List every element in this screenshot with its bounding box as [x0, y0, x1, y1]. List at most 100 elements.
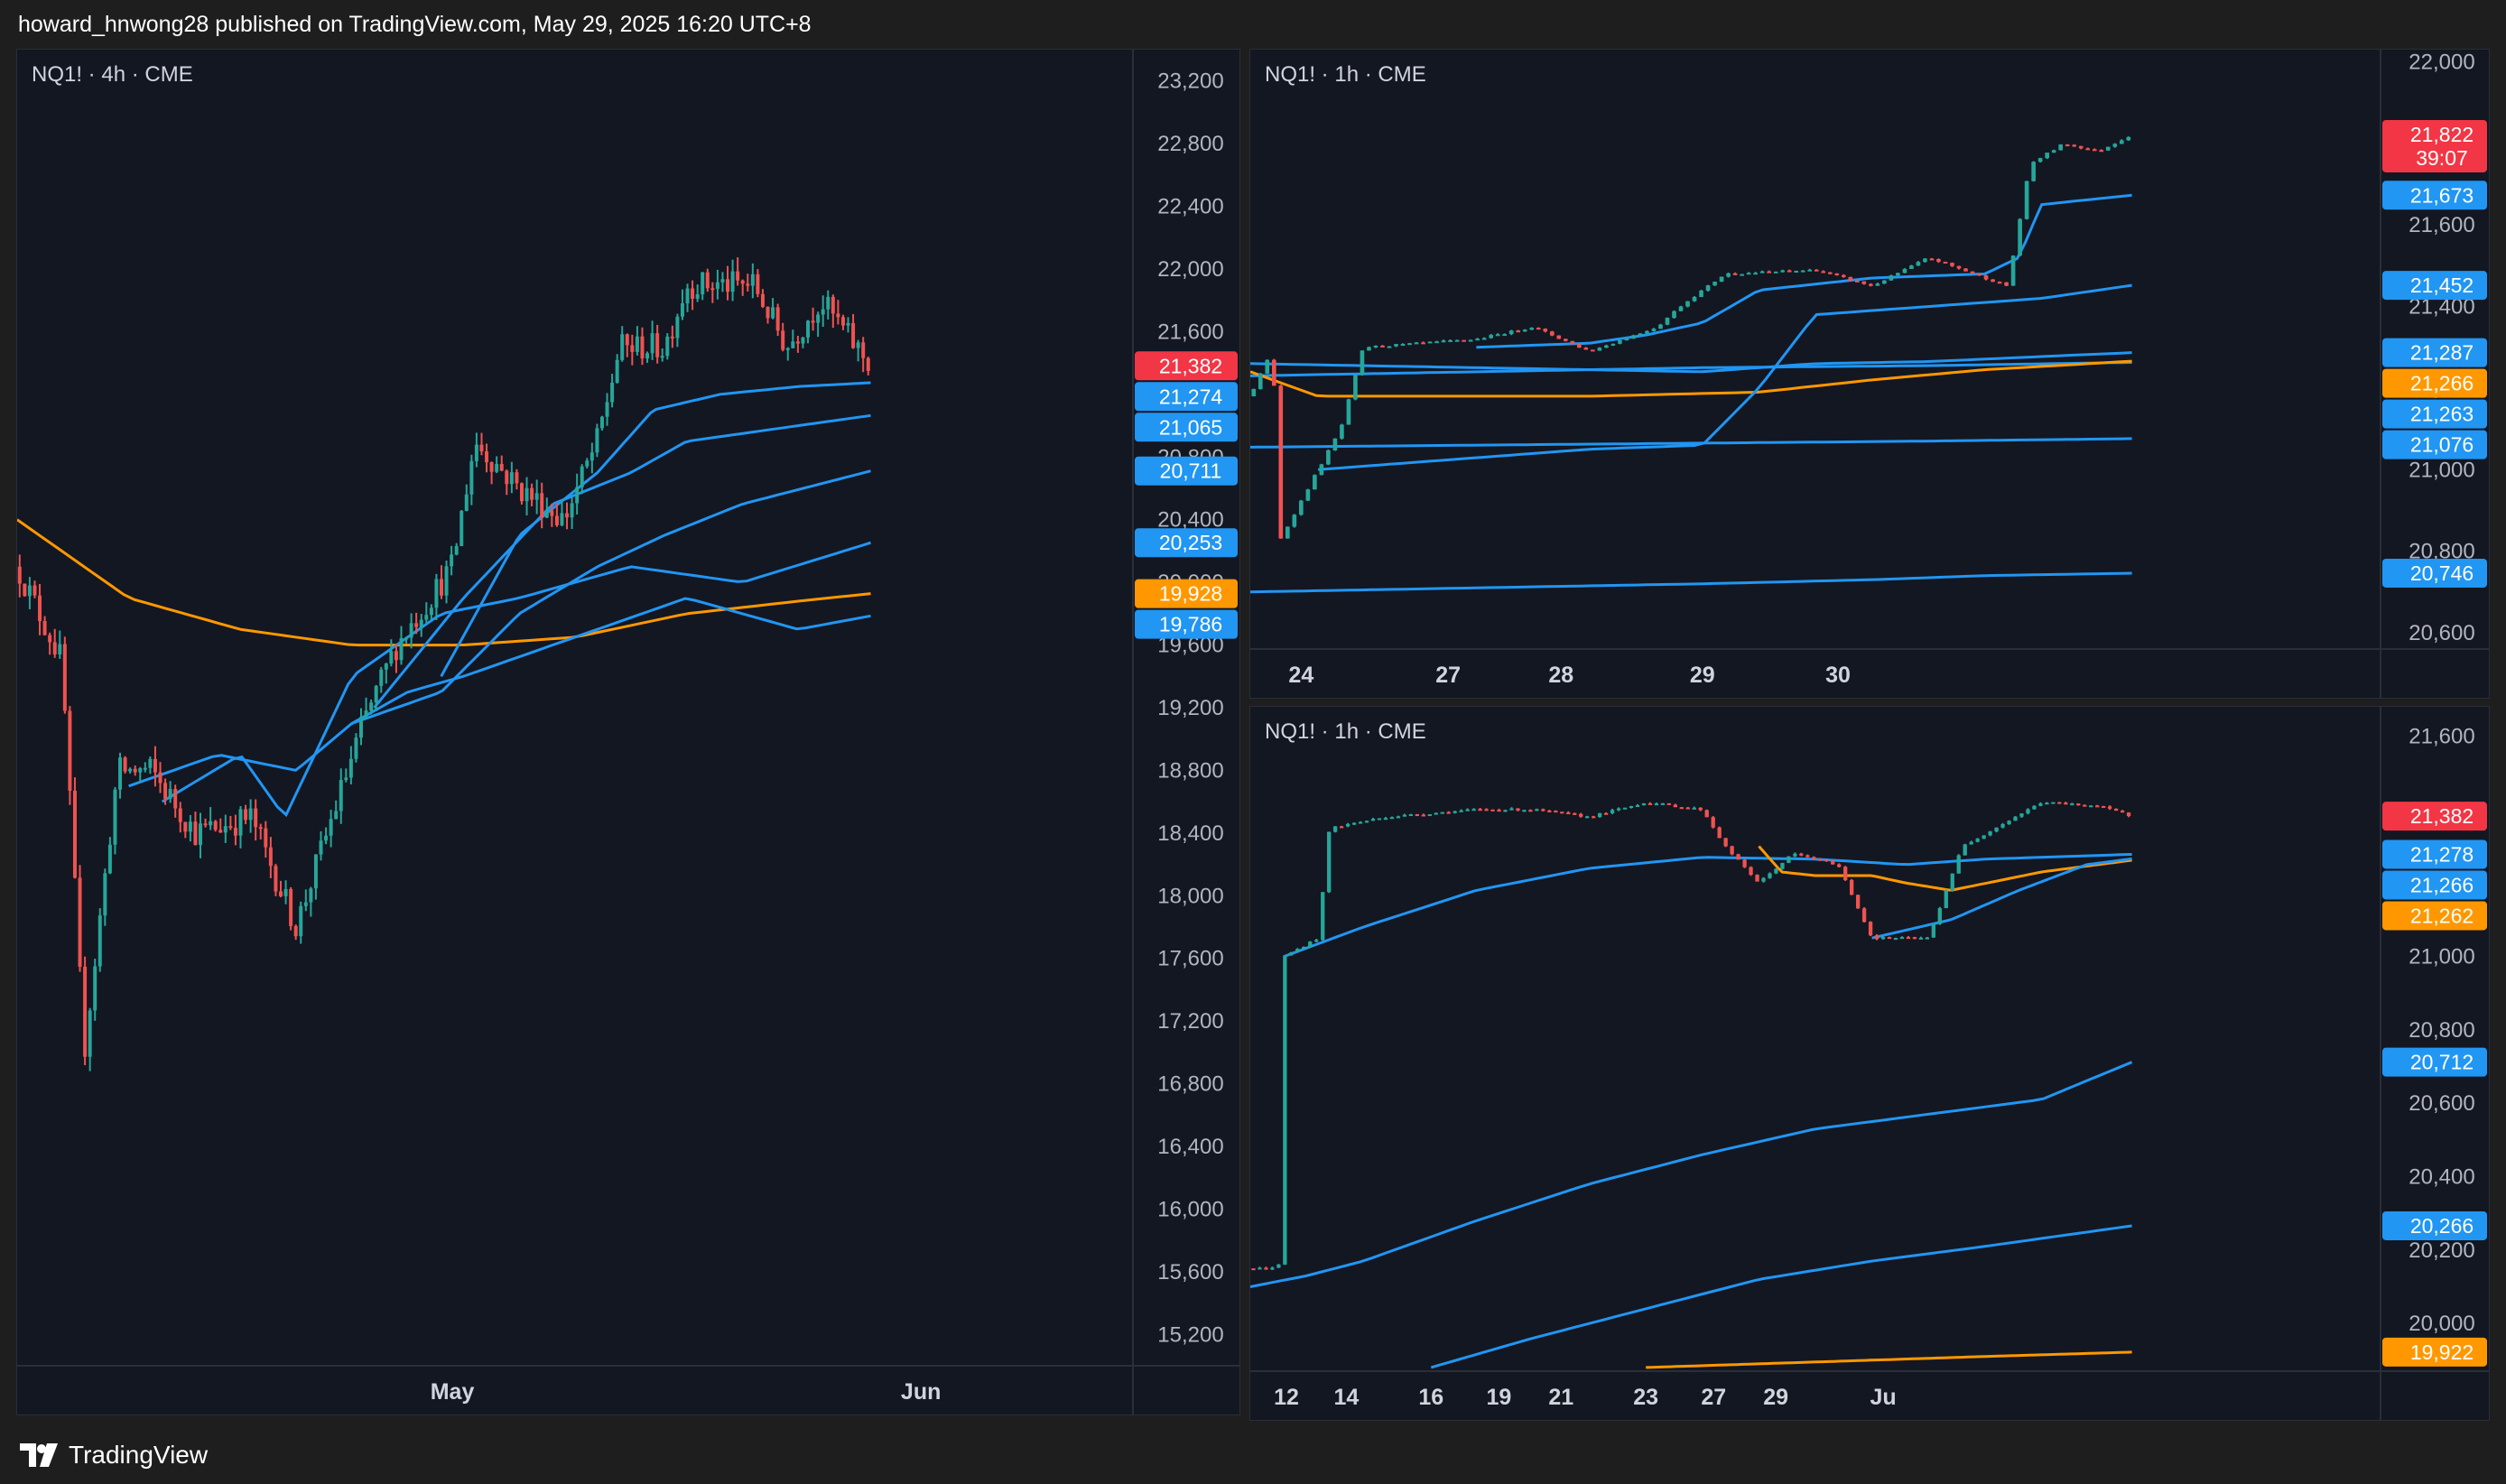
price-tag-label: 19,928	[1159, 582, 1222, 606]
price-tag	[1135, 528, 1238, 558]
chart-1h-top-svg[interactable]: 20,60020,80021,00021,20021,40021,60021,8…	[1250, 50, 2490, 699]
candle-body	[2032, 805, 2037, 810]
candle-body	[1768, 873, 1772, 878]
moving-average-line	[351, 469, 871, 725]
y-tick-label: 17,600	[1157, 947, 1223, 971]
candle-body	[1994, 827, 1999, 832]
candle-body	[499, 464, 504, 471]
candle-body	[1556, 335, 1562, 339]
candle-body	[650, 333, 654, 354]
candle-body	[1719, 276, 1724, 283]
candle-body	[1528, 810, 1533, 812]
moving-average-line	[1317, 283, 2132, 471]
candle-body	[1698, 807, 1703, 811]
x-tick-label: 12	[1274, 1385, 1299, 1410]
candle-body	[2102, 805, 2106, 808]
candle-body	[1805, 855, 1810, 858]
candle-body	[1899, 937, 1905, 940]
candle-body	[1597, 348, 1602, 351]
candle-body	[88, 1010, 92, 1057]
candle-body	[1314, 940, 1319, 942]
candle-body	[1622, 807, 1628, 810]
candle-body	[1285, 526, 1290, 539]
candle-body	[1956, 855, 1961, 874]
candle-body	[1773, 271, 1778, 274]
candle-body	[560, 513, 564, 525]
candle-body	[1453, 811, 1457, 813]
candle-body	[1407, 343, 1412, 346]
candle-body	[1270, 1267, 1275, 1270]
chart-legend-1h-bottom: NQ1! · 1h · CME	[1265, 719, 1426, 744]
candle-body	[1387, 346, 1392, 348]
candle-body	[1799, 853, 1804, 856]
price-tag-label: 21,263	[2410, 403, 2474, 426]
chart-1h-bottom-svg[interactable]: 20,000 20,200 20,400 20,600 20,800 21,000 21,2…	[1250, 707, 2490, 1421]
candle-body	[1638, 333, 1643, 336]
candle-body	[1339, 826, 1344, 829]
chart-panel-4h[interactable]: 15,200 15,600 16,000 16,400 16,800 17,200 17,6…	[16, 49, 1240, 1415]
candle-body	[1421, 342, 1425, 345]
candle-body	[534, 493, 539, 500]
candle-body	[2089, 805, 2093, 808]
x-tick-label: 16	[1418, 1385, 1443, 1410]
candle-body	[831, 296, 835, 314]
candle-body	[1692, 807, 1696, 810]
candle-body	[826, 296, 831, 310]
candle-body	[550, 510, 554, 516]
candle-body	[279, 891, 283, 896]
candle-body	[1490, 809, 1495, 812]
candle-body	[1814, 269, 1819, 272]
price-tag-label: 20,711	[1160, 459, 1222, 483]
candle-body	[1679, 807, 1684, 810]
candle-body	[1730, 846, 1734, 855]
candle-body	[1389, 817, 1395, 820]
candle-body	[715, 282, 719, 289]
candle-body	[52, 642, 57, 654]
candle-body	[1982, 835, 1986, 839]
candle-body	[585, 460, 589, 467]
candle-body	[199, 823, 203, 845]
candle-body	[444, 566, 449, 596]
chart-panel-1h-top[interactable]: 20,60020,80021,00021,20021,40021,60021,8…	[1249, 49, 2490, 699]
moving-average-line	[1250, 359, 2132, 398]
candle-body	[1902, 268, 1907, 274]
candle-body	[1396, 816, 1401, 819]
chart-legend-1h-top: NQ1! · 1h · CME	[1265, 62, 1426, 87]
candle-body	[1358, 821, 1363, 824]
price-tag-label: 21,065	[1159, 415, 1222, 439]
y-tick-label: 18,000	[1157, 884, 1223, 908]
candle-body	[1481, 338, 1487, 340]
candle-body	[726, 279, 730, 292]
tradingview-logo[interactable]: TradingView	[18, 1439, 208, 1471]
candle-body	[1869, 283, 1873, 286]
candle-body	[580, 466, 584, 487]
candle-body	[524, 487, 529, 502]
chart-legend-4h: NQ1! · 4h · CME	[32, 62, 193, 87]
candle-body	[1560, 812, 1564, 814]
candle-body	[2072, 144, 2077, 147]
candle-body	[1377, 818, 1382, 821]
candle-body	[1931, 923, 1935, 938]
moving-average-line	[1476, 193, 2132, 349]
candle-body	[2076, 803, 2081, 806]
candle-body	[1753, 273, 1758, 275]
candle-body	[299, 905, 303, 937]
price-tag	[2382, 839, 2487, 869]
candle-body	[519, 483, 524, 502]
candle-body	[1489, 335, 1494, 339]
candle-body	[289, 888, 293, 926]
y-tick-label: 22,800	[1157, 132, 1223, 156]
candle-body	[1794, 271, 1799, 274]
chart-panel-1h-bottom[interactable]: 20,000 20,200 20,400 20,600 20,800 21,000 21,2…	[1249, 706, 2490, 1421]
moving-average-line	[440, 381, 871, 678]
candle-body	[479, 444, 484, 451]
candle-body	[32, 585, 37, 596]
candle-body	[2057, 802, 2062, 804]
chart-4h-svg[interactable]: 15,200 15,600 16,000 16,400 16,800 17,200 17,6…	[17, 50, 1240, 1415]
price-tag	[2382, 802, 2487, 831]
candle-body	[264, 828, 268, 848]
candle-body	[625, 334, 629, 346]
candle-body	[610, 382, 615, 403]
candle-body	[374, 685, 378, 703]
candle-body	[1943, 261, 1948, 264]
